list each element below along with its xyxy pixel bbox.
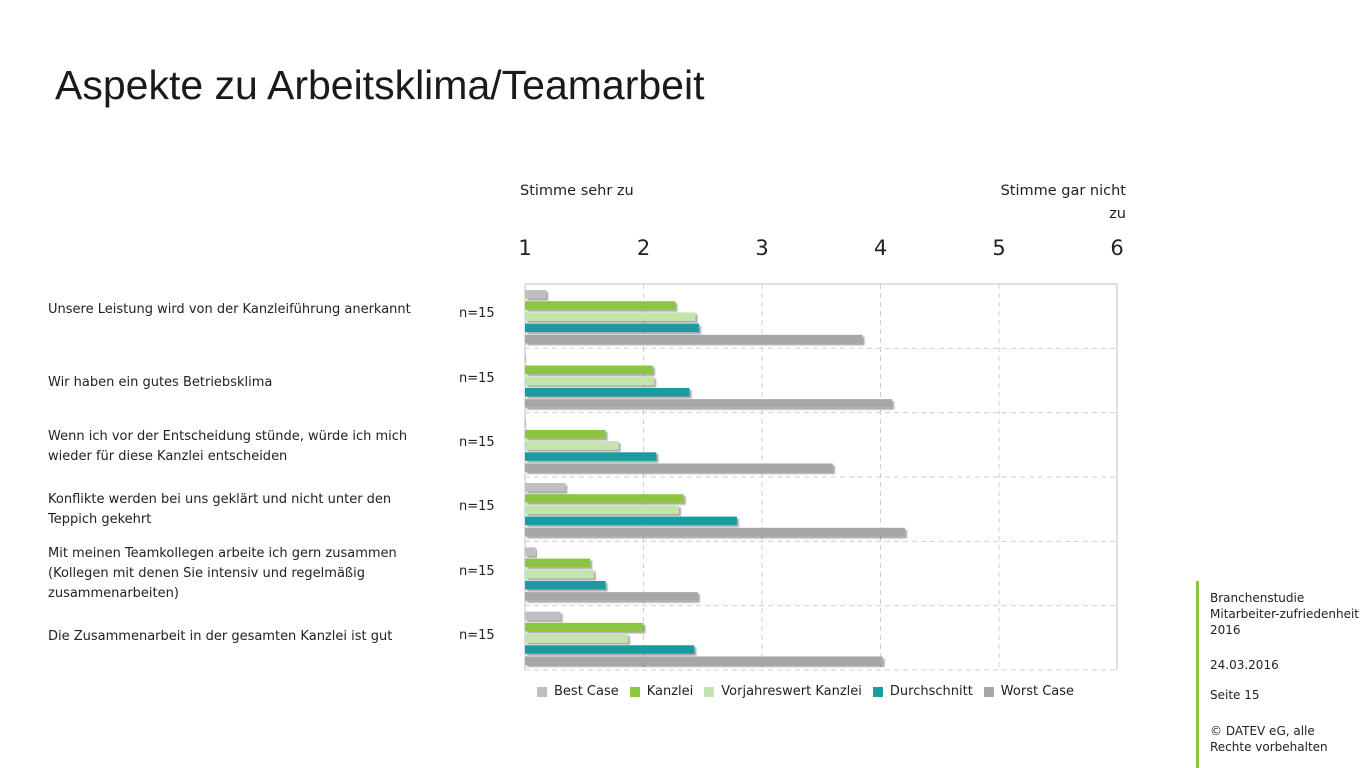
legend-swatch (983, 686, 994, 697)
bar-best-case (525, 483, 566, 492)
n-label: n=15 (459, 306, 495, 322)
bar-kanzlei (525, 365, 653, 375)
bar-worst-case (525, 592, 698, 601)
category-label: Wir haben ein gutes Betriebsklima (48, 375, 273, 390)
bar-worst-case (525, 334, 863, 344)
legend-swatch (704, 686, 715, 697)
bar-best-case (525, 611, 561, 621)
bar-durchschnitt (525, 323, 700, 333)
bar-kanzlei (525, 301, 676, 310)
n-label: n=15 (459, 434, 495, 450)
bar-best-case (525, 418, 527, 428)
x-tick-label: 5 (992, 236, 1006, 260)
scale-anchor-left: Stimme sehr zu (520, 183, 634, 199)
bar-worst-case (525, 527, 906, 537)
category-label: Mit meinen Teamkollegen arbeite ich gern… (48, 546, 397, 601)
x-tick-label: 6 (1110, 236, 1124, 260)
footer-accent-bar (1196, 581, 1199, 768)
bar-kanzlei (525, 494, 684, 503)
scale-anchor-right: Stimme gar nicht zu (1000, 183, 1126, 222)
bar-durchschnitt (525, 645, 695, 654)
chart-legend: Best Case Kanzlei Vorjahreswert Kanzlei Dur… (537, 684, 1085, 699)
bar-kanzlei (525, 558, 591, 568)
category-label: Unsere Leistung wird von der Kanzleiführ… (48, 302, 411, 317)
x-tick-label: 2 (636, 236, 651, 260)
bar-worst-case (525, 656, 883, 665)
bar-worst-case (525, 399, 893, 408)
n-label: n=15 (459, 370, 495, 386)
footer-copyright: © DATEV eG, alle Rechte vorbehalten (1210, 724, 1328, 754)
bar-durchschnitt (525, 452, 657, 461)
category-label: Die Zusammenarbeit in der gesamten Kanzl… (48, 629, 393, 644)
bar-best-case (525, 290, 547, 299)
x-tick-label: 1 (518, 236, 532, 260)
legend-swatch (537, 686, 547, 697)
bar-durchschnitt (525, 387, 690, 397)
legend-item: Worst Case (983, 684, 1075, 699)
bar-durchschnitt (525, 516, 737, 526)
legend-item: Vorjahreswert Kanzlei (704, 684, 862, 699)
bar-vorjahreswert-kanzlei (525, 634, 629, 643)
x-tick-label: 3 (755, 236, 769, 260)
legend-label: Durchschnitt (889, 684, 973, 699)
bar-vorjahreswert-kanzlei (525, 569, 594, 579)
bar-vorjahreswert-kanzlei (525, 312, 696, 321)
bar-worst-case (525, 463, 833, 472)
page-title: Aspekte zu Arbeitsklima/Teamarbeit (55, 62, 705, 108)
legend-swatch (629, 686, 640, 697)
legend-item: Best Case (537, 684, 619, 699)
n-label: n=15 (459, 627, 495, 643)
footer-study: Branchenstudie Mitarbeiter-zufriedenheit… (1210, 591, 1360, 637)
legend-label: Vorjahreswert Kanzlei (721, 684, 862, 699)
bar-vorjahreswert-kanzlei (525, 505, 679, 514)
bar-durchschnitt (525, 580, 606, 590)
bar-kanzlei (525, 429, 606, 439)
footer-date: 24.03.2016 (1210, 658, 1279, 672)
legend-item: Kanzlei (629, 684, 694, 699)
bar-kanzlei (525, 622, 644, 632)
legend-label: Best Case (554, 684, 619, 699)
n-label: n=15 (459, 563, 495, 579)
legend-item: Durchschnitt (872, 684, 973, 699)
legend-label: Kanzlei (646, 684, 694, 699)
bar-vorjahreswert-kanzlei (525, 376, 655, 386)
legend-swatch (872, 686, 883, 697)
bar-best-case (525, 547, 536, 556)
bar-best-case (525, 354, 527, 363)
category-label: Konflikte werden bei uns geklärt und nic… (48, 492, 392, 527)
legend-label: Worst Case (1000, 684, 1075, 699)
category-label: Wenn ich vor der Entscheidung stünde, wü… (48, 429, 408, 464)
footer-page: Seite 15 (1210, 688, 1260, 702)
n-label: n=15 (459, 499, 495, 515)
x-tick-label: 4 (873, 236, 888, 260)
bar-vorjahreswert-kanzlei (525, 441, 619, 450)
